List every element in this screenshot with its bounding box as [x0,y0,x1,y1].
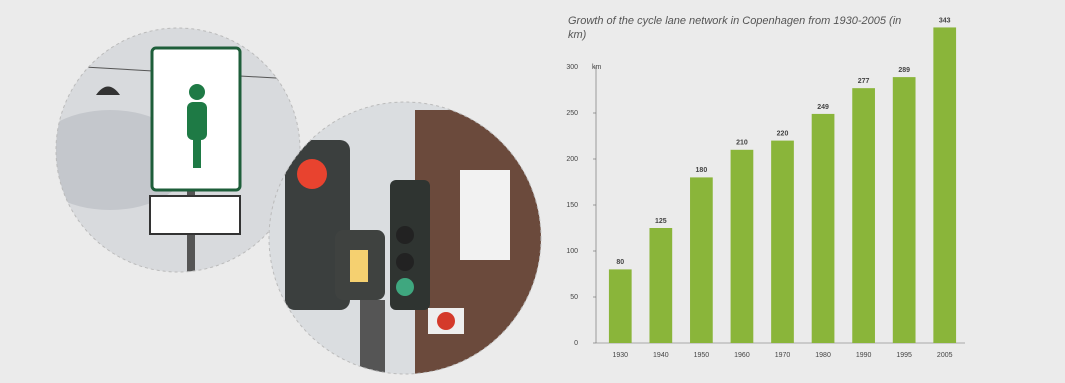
bar [933,27,957,343]
x-tick-label: 1940 [653,352,669,359]
bar [649,228,673,343]
bar [811,113,835,343]
x-tick-label: 1970 [775,352,791,359]
bar-chart: 0 50 100 150 200 250 300 km 1930 80 1940 125 1950 180… [566,17,965,359]
x-tick-label: 1950 [694,352,710,359]
bar [730,149,754,343]
x-tick-label: 2005 [937,352,953,359]
value-label: 210 [736,140,748,147]
x-tick-label: 1990 [856,352,872,359]
value-label: 125 [655,218,667,225]
photo-traffic-lights [269,102,541,374]
y-tick-label: 200 [566,156,578,163]
y-tick-label: 0 [574,340,578,347]
value-label: 220 [777,130,789,137]
value-label: 289 [898,67,910,74]
photo-border [55,27,301,273]
y-tick-label: 150 [566,202,578,209]
value-label: 249 [817,104,829,111]
y-tick-label: 100 [566,248,578,255]
x-tick-label: 1980 [815,352,831,359]
y-tick-label: 300 [566,64,578,71]
bar [771,140,794,343]
y-tick-label: 250 [566,110,578,117]
x-tick-label: 1995 [896,352,912,359]
value-label: 180 [696,167,708,174]
bar [852,88,875,343]
photo-border [268,101,542,375]
x-tick-label: 1930 [612,352,628,359]
bar [690,177,713,343]
x-tick-label: 1960 [734,352,750,359]
y-unit: km [592,64,602,71]
y-tick-label: 50 [570,294,578,301]
value-label: 80 [616,259,624,266]
bar [892,77,916,344]
chart-title: Growth of the cycle lane network in Cope… [568,15,902,41]
value-label: 343 [939,17,951,24]
bar [608,269,632,343]
photo-sign [56,28,300,272]
value-label: 277 [858,78,870,85]
